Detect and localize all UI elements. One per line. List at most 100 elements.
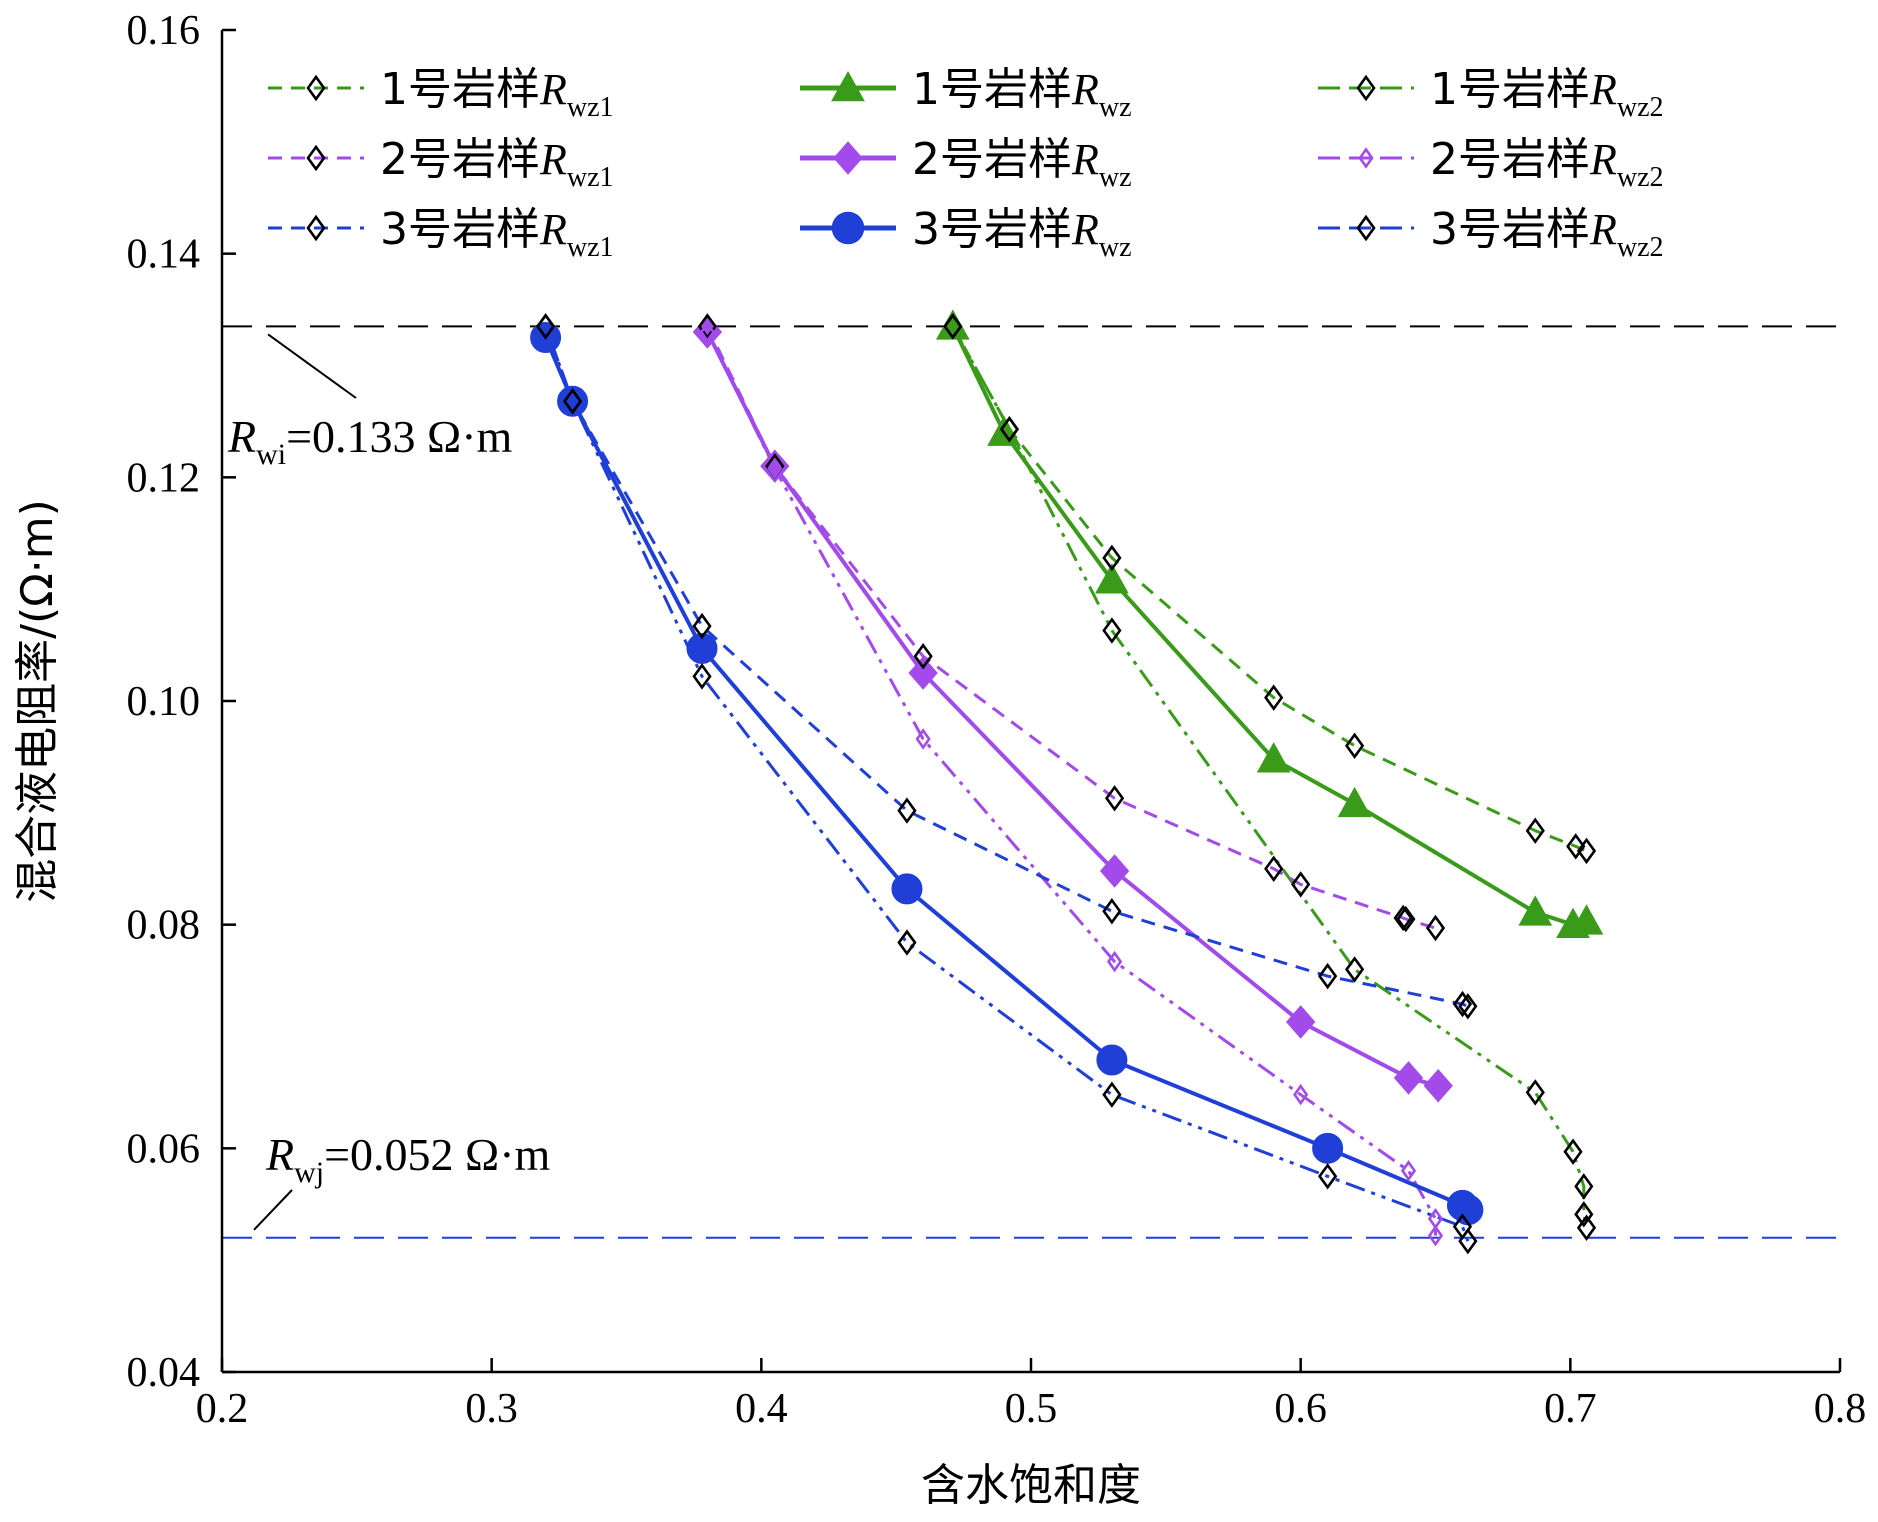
series-6-point-3	[915, 728, 931, 750]
legend-label-symbol-8: R	[1071, 205, 1099, 254]
series-6-point-1	[699, 321, 715, 343]
series-5-point-5	[1286, 1005, 1316, 1039]
series-5-point-2	[760, 449, 790, 483]
legend-label-8: 3号岩样Rwz	[912, 204, 1132, 263]
y-axis-title: 混合液电阻率/(Ω·m)	[12, 499, 63, 903]
series-7-point-8	[1458, 993, 1478, 1020]
legend-label-subscript-3: wz2	[1617, 92, 1664, 123]
series-9-point-8	[1458, 1227, 1478, 1255]
legend-label-subscript-5: wz	[1099, 162, 1132, 193]
rwj-label-value: =0.052 Ω·m	[324, 1129, 550, 1180]
legend-label-prefix-4: 2号岩样	[380, 134, 540, 185]
series-8-point-4	[891, 873, 923, 905]
series-9-point-2	[562, 388, 583, 415]
rwi-label-symbol: R	[227, 411, 256, 462]
x-tick-label-3: 0.4	[735, 1386, 788, 1432]
series-3-point-3	[1102, 617, 1122, 644]
series-5-point-3	[908, 656, 938, 690]
x-tick-label-5: 0.6	[1274, 1386, 1327, 1432]
series-9-point-3	[692, 663, 712, 690]
legend-label-prefix-3: 1号岩样	[1430, 64, 1590, 115]
y-tick-label-3: 0.08	[127, 903, 201, 949]
series-8-point-5	[1096, 1044, 1128, 1076]
legend-marker-2	[831, 70, 865, 102]
series-7-point-7	[1452, 990, 1473, 1018]
series-4-point-7	[1393, 904, 1413, 932]
series-7-point-5	[1102, 898, 1122, 925]
rwj-label-subscript: wj	[294, 1156, 324, 1189]
reference-lines	[222, 325, 1840, 1239]
series-7-point-4	[897, 797, 917, 824]
series-3-point-4	[1344, 956, 1365, 983]
series-1-point-5	[1344, 732, 1365, 759]
x-tick-label-6: 0.7	[1544, 1386, 1597, 1432]
series-6-point-8	[1427, 1224, 1444, 1247]
legend-label-symbol-5: R	[1071, 135, 1099, 184]
legend-label-prefix-9: 3号岩样	[1430, 204, 1590, 255]
series-4-point-8	[1396, 905, 1416, 933]
legend: 1号岩样Rwz12号岩样Rwz13号岩样Rwz11号岩样Rwz2号岩样Rwz3号…	[268, 64, 1664, 263]
series-9-point-1	[535, 313, 556, 340]
series-line-2	[950, 325, 1587, 927]
series-1-point-7	[1566, 833, 1586, 860]
rwi-label: Rwi=0.133 Ω·m	[227, 411, 513, 471]
series-2-point-3	[1095, 563, 1129, 594]
series-markers	[530, 309, 1604, 1255]
y-tick-label-7: 0.16	[127, 8, 201, 54]
x-tick-label-4: 0.5	[1005, 1386, 1058, 1432]
series-3-point-7	[1574, 1173, 1594, 1200]
x-tick-label-2: 0.3	[465, 1386, 518, 1432]
series-5-point-6	[1393, 1061, 1424, 1095]
series-7-point-6	[1318, 962, 1338, 990]
legend-label-subscript-8: wz	[1099, 232, 1132, 263]
legend-marker-1	[306, 74, 326, 102]
y-tick-label-2: 0.06	[127, 1126, 201, 1172]
legend-label-symbol-4: R	[539, 135, 567, 184]
series-4-point-5	[1264, 855, 1284, 882]
legend-label-7: 3号岩样Rwz1	[380, 204, 614, 263]
legend-label-subscript-4: wz1	[567, 162, 614, 193]
legend-label-3: 1号岩样Rwz2	[1430, 64, 1664, 123]
series-8-point-8	[1452, 1194, 1484, 1226]
y-tick-label-4: 0.10	[127, 679, 201, 725]
series-line-6	[706, 331, 1437, 1236]
legend-label-subscript-9: wz2	[1617, 232, 1664, 263]
series-2-point-6	[1518, 895, 1553, 926]
rwi-leader-line	[267, 333, 357, 399]
series-2-point-5	[1337, 786, 1372, 818]
series-8-point-2	[557, 385, 589, 417]
legend-label-prefix-6: 2号岩样	[1430, 134, 1590, 185]
series-4-point-1	[697, 313, 718, 340]
legend-label-subscript-7: wz1	[567, 232, 614, 263]
series-line-4	[706, 325, 1436, 930]
series-1-point-8	[1576, 837, 1597, 865]
series-6-point-5	[1293, 1083, 1309, 1106]
rwi-label-value: =0.133 Ω·m	[286, 411, 512, 462]
series-6-point-2	[767, 457, 783, 480]
legend-label-prefix-7: 3号岩样	[380, 204, 540, 255]
series-1-point-3	[1102, 544, 1122, 572]
series-5-point-1	[692, 315, 723, 349]
series-1-point-4	[1264, 684, 1284, 711]
rwj-label-symbol: R	[265, 1129, 294, 1180]
y-tick-label-5: 0.12	[127, 455, 201, 501]
series-lines	[543, 325, 1588, 1242]
series-line-8	[543, 336, 1470, 1212]
series-9-point-6	[1318, 1163, 1338, 1190]
legend-label-symbol-1: R	[539, 65, 567, 114]
legend-label-1: 1号岩样Rwz1	[380, 64, 614, 123]
legend-label-prefix-5: 2号岩样	[912, 134, 1072, 185]
legend-marker-3	[1356, 74, 1376, 102]
legend-label-symbol-9: R	[1589, 205, 1617, 254]
y-tick-label-1: 0.04	[127, 1350, 201, 1396]
rwj-leader-line	[253, 1189, 293, 1231]
legend-marker-5	[833, 141, 863, 175]
series-1-point-6	[1525, 817, 1545, 844]
legend-label-prefix-8: 3号岩样	[912, 204, 1072, 255]
series-7-point-3	[692, 612, 712, 640]
series-3-point-6	[1563, 1138, 1583, 1165]
legend-marker-4	[306, 144, 326, 172]
series-4-point-6	[1291, 871, 1311, 898]
x-axis-title: 含水饱和度	[921, 1460, 1141, 1511]
